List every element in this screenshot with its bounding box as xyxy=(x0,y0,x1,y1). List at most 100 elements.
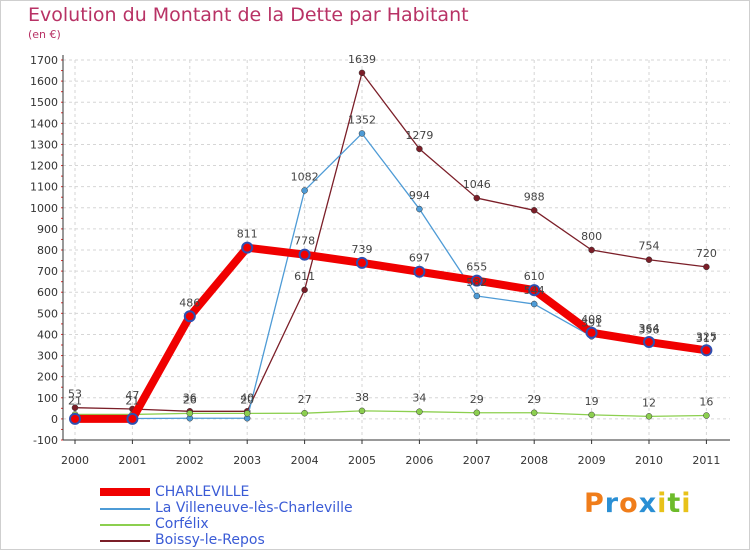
y-tick-label: 300 xyxy=(37,350,58,363)
data-point-boissy-le-repos xyxy=(416,145,423,153)
y-tick-label: -100 xyxy=(33,434,58,447)
data-label-la-villeneuve-l-s-charleville: 317 xyxy=(696,332,717,345)
y-tick-label: 600 xyxy=(37,286,58,299)
data-point-charleville xyxy=(585,326,598,339)
x-tick-label: 2011 xyxy=(692,454,720,467)
data-point-corf-lix xyxy=(645,413,653,420)
logo-letter: t xyxy=(667,488,682,519)
legend-swatch-boissy xyxy=(100,540,150,542)
data-label-corf-lix: 12 xyxy=(642,396,656,409)
data-label-corf-lix: 38 xyxy=(355,391,369,404)
data-label-la-villeneuve-l-s-charleville: 391 xyxy=(581,316,602,329)
data-point-la-villeneuve-l-s-charleville xyxy=(301,187,308,194)
series-line-corf-lix xyxy=(74,410,708,418)
data-point-charleville xyxy=(413,265,426,278)
x-tick-label: 2003 xyxy=(233,454,261,467)
data-point-charleville xyxy=(700,344,713,357)
series-line-charleville xyxy=(71,243,711,423)
data-label-la-villeneuve-l-s-charleville: 582 xyxy=(466,276,487,289)
data-point-corf-lix xyxy=(243,410,251,417)
logo-letter: P xyxy=(584,488,605,519)
data-point-boissy-le-repos xyxy=(645,256,653,263)
data-point-la-villeneuve-l-s-charleville xyxy=(530,300,538,308)
data-label-boissy-le-repos: 40 xyxy=(240,391,254,404)
legend-item-corfelix: Corfélix xyxy=(100,516,430,532)
data-label-corf-lix: 19 xyxy=(585,395,599,408)
legend-item-charleville: CHARLEVILLE xyxy=(100,484,430,500)
legend-swatch-charleville xyxy=(100,488,150,496)
data-point-charleville xyxy=(126,412,139,425)
data-point-la-villeneuve-l-s-charleville xyxy=(473,292,481,300)
y-tick-label: 800 xyxy=(37,244,58,257)
logo-letter: i xyxy=(657,488,668,519)
data-point-charleville xyxy=(298,248,311,261)
data-point-corf-lix xyxy=(301,409,308,417)
x-tick-label: 2000 xyxy=(61,454,89,467)
y-tick-label: 1100 xyxy=(30,181,58,194)
data-point-charleville xyxy=(643,336,655,349)
data-point-charleville xyxy=(241,241,254,254)
data-label-corf-lix: 29 xyxy=(470,393,484,406)
data-point-boissy-le-repos xyxy=(588,246,595,254)
data-label-corf-lix: 16 xyxy=(699,396,713,409)
data-label-charleville: 811 xyxy=(237,228,258,241)
logo-letter: i xyxy=(681,488,692,519)
data-point-corf-lix xyxy=(530,409,538,417)
data-label-boissy-le-repos: 800 xyxy=(581,230,602,243)
y-tick-label: 0 xyxy=(51,413,58,426)
logo-letter: r xyxy=(604,488,620,519)
data-label-boissy-le-repos: 47 xyxy=(125,389,139,402)
data-label-charleville: 325 xyxy=(696,330,717,343)
y-tick-label: 400 xyxy=(37,328,58,341)
data-point-charleville xyxy=(183,310,196,323)
y-tick-label: 1400 xyxy=(30,117,58,130)
data-point-boissy-le-repos xyxy=(301,286,308,294)
data-label-corf-lix: 34 xyxy=(412,392,426,405)
x-tick-label: 2002 xyxy=(176,454,204,467)
data-point-la-villeneuve-l-s-charleville xyxy=(358,130,366,137)
legend-label-corfelix: Corfélix xyxy=(155,516,209,532)
data-label-boissy-le-repos: 1279 xyxy=(405,129,433,142)
y-tick-label: 500 xyxy=(37,307,58,320)
legend-item-villeneuve: La Villeneuve-lès-Charleville xyxy=(100,500,430,516)
data-point-la-villeneuve-l-s-charleville xyxy=(416,205,423,213)
data-point-boissy-le-repos xyxy=(473,194,481,202)
series-line-boissy-le-repos xyxy=(74,72,708,412)
data-label-boissy-le-repos: 53 xyxy=(68,388,82,401)
data-point-corf-lix xyxy=(186,410,194,417)
data-point-corf-lix xyxy=(416,408,423,415)
data-label-corf-lix: 21 xyxy=(125,394,139,407)
data-label-corf-lix: 27 xyxy=(298,393,312,406)
logo-letter: o xyxy=(619,488,639,519)
data-label-charleville: 408 xyxy=(581,313,602,326)
x-tick-label: 2006 xyxy=(405,454,433,467)
data-label-charleville: 739 xyxy=(352,243,373,256)
data-label-boissy-le-repos: 988 xyxy=(524,190,545,203)
y-tick-label: 1200 xyxy=(30,160,58,173)
data-point-boissy-le-repos xyxy=(71,404,79,411)
data-label-boissy-le-repos: 1639 xyxy=(348,53,376,66)
legend-label-boissy: Boissy-le-Repos xyxy=(155,532,265,548)
legend-label-charleville: CHARLEVILLE xyxy=(155,484,250,500)
data-label-corf-lix: 20 xyxy=(240,393,254,406)
logo-letter: x xyxy=(638,488,658,519)
data-label-charleville: 778 xyxy=(294,235,315,248)
y-tick-label: 1600 xyxy=(30,75,58,88)
x-tick-label: 2008 xyxy=(520,454,548,467)
data-label-charleville: 655 xyxy=(466,261,487,274)
y-tick-label: 1300 xyxy=(30,138,58,151)
data-label-boissy-le-repos: 1046 xyxy=(463,178,491,191)
data-label-la-villeneuve-l-s-charleville: 1082 xyxy=(291,170,319,183)
x-tick-label: 2009 xyxy=(578,454,606,467)
data-label-boissy-le-repos: 720 xyxy=(696,247,717,260)
data-label-corf-lix: 29 xyxy=(527,393,541,406)
legend-swatch-villeneuve xyxy=(100,508,150,510)
legend-label-villeneuve: La Villeneuve-lès-Charleville xyxy=(155,500,353,516)
data-point-charleville xyxy=(356,256,368,269)
data-label-charleville: 697 xyxy=(409,252,430,265)
legend-swatch-corfelix xyxy=(100,524,150,526)
data-label-charleville: 486 xyxy=(179,296,200,309)
data-point-corf-lix xyxy=(358,407,366,415)
data-point-corf-lix xyxy=(588,411,595,419)
